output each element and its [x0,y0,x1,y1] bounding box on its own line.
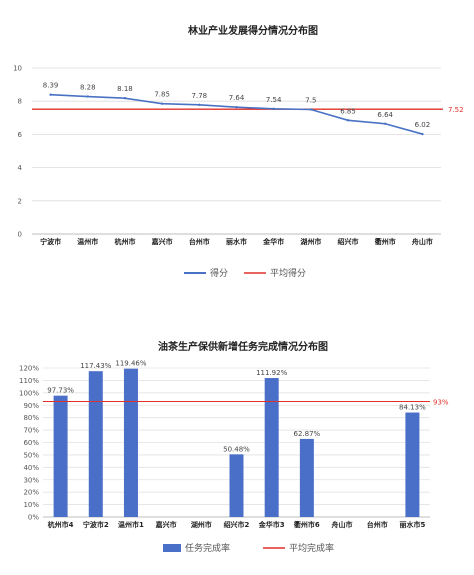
chart2-average-label: 93% [433,399,449,407]
chart1-legend: 得分 平均得分 [184,267,306,279]
y-tick-label: 2 [18,197,22,205]
chart2-legend: 任务完成率 平均完成率 [163,542,334,554]
data-point [123,97,127,100]
data-point [384,122,387,125]
data-point [346,119,350,122]
bar [264,378,279,517]
chart1-average-label: 7.52 [448,106,464,114]
data-label: 6.64 [377,111,393,119]
x-tick-label: 衢州市6 [294,520,320,529]
x-tick-label: 金华市 [262,237,284,246]
data-label: 62.87% [294,430,321,438]
data-point [309,108,313,111]
y-tick-label: 10 [13,65,22,73]
data-label: 97.73% [47,387,74,395]
x-tick-label: 金华市3 [258,520,285,529]
x-tick-label: 绍兴市 [338,237,359,246]
bar [123,368,138,517]
legend-label-completion: 任务完成率 [185,542,230,554]
y-tick-label: 4 [18,164,23,172]
y-tick-label: 120% [19,365,39,373]
y-tick-label: 10% [23,501,39,509]
x-tick-label: 丽水市 [226,237,247,246]
legend-label-average: 平均得分 [270,267,306,279]
data-point [421,132,424,136]
x-tick-label: 宁波市 [40,237,61,246]
y-tick-label: 40% [23,464,39,472]
data-label: 6.02 [415,121,431,129]
data-label: 111.92% [256,369,287,377]
x-tick-label: 舟山市 [412,237,433,246]
y-tick-label: 110% [19,377,39,385]
y-tick-label: 100% [19,389,39,397]
x-tick-label: 温州市1 [118,520,144,529]
chart1-gridlines [32,67,441,235]
x-tick-label: 台州市 [189,237,210,246]
x-tick-label: 湖州市 [191,520,212,529]
data-label: 6.85 [340,107,356,115]
chart2-y-axis: 0% 10% 20% 30% 40% 50% 60% 70% 80% 90% 100% 110% 120… [19,365,39,522]
y-tick-label: 0 [18,231,22,239]
y-tick-label: 80% [23,414,39,422]
bar [88,371,103,517]
chart1-x-axis: 宁波市 温州市 杭州市 嘉兴市 台州市 丽水市 金华市 湖州市 绍兴市 衢州市 舟山市 [40,237,433,246]
y-tick-label: 8 [18,98,22,106]
x-tick-label: 台州市 [367,520,388,529]
data-label: 7.5 [305,97,316,105]
data-label: 8.28 [80,84,96,92]
x-tick-label: 衢州市 [375,237,396,246]
x-tick-label: 舟山市 [332,520,353,529]
y-tick-label: 50% [23,451,39,459]
chart2-data-labels: 97.73% 117.43% 119.46% 50.48% 111.92% 62.87% 8… [47,360,426,454]
legend-label-average: 平均完成率 [289,542,334,554]
data-point [86,95,89,98]
data-label: 117.43% [80,362,111,370]
chart1-y-axis: 0 2 4 6 8 10 [13,65,22,239]
chart1-data-labels: 8.39 8.28 8.18 7.85 7.78 7.64 7.54 7.5 6.85 6.64 6… [43,82,430,136]
data-label: 50.48% [223,445,250,453]
bar [405,412,420,517]
bar [299,438,314,517]
data-label: 7.78 [192,92,208,100]
bar [229,454,244,517]
data-point [198,103,201,107]
data-point [160,102,164,105]
x-tick-label: 湖州市 [300,237,321,246]
data-point [272,107,275,111]
line-chart: 林业产业发展得分情况分布图 0 2 4 6 8 10 宁波市 温州市 杭州市 嘉兴市 台州市 丽水市… [13,24,464,279]
data-label: 84.13% [399,404,426,412]
y-tick-label: 70% [23,427,39,435]
chart2-x-axis: 杭州市4 宁波市2 温州市1 嘉兴市 湖州市 绍兴市2 金华市3 衢州市6 舟山市 台州市 丽水市5 [48,520,426,529]
y-tick-label: 20% [23,489,39,497]
y-tick-label: 6 [18,131,23,139]
y-tick-label: 60% [23,439,39,447]
x-tick-label: 嘉兴市 [151,237,173,246]
data-label: 8.18 [117,85,133,93]
chart2-title: 油茶生产保供新增任务完成情况分布图 [158,340,328,353]
bar [53,395,68,517]
chart1-title: 林业产业发展得分情况分布图 [188,24,318,37]
legend-label-score: 得分 [210,267,228,279]
y-tick-label: 0% [28,514,39,522]
y-tick-label: 30% [23,476,39,484]
chart2-bars [53,368,420,517]
x-tick-label: 嘉兴市 [155,520,177,529]
x-tick-label: 杭州市4 [48,520,74,529]
data-point [49,93,52,96]
x-tick-label: 温州市 [77,237,98,246]
data-label: 7.64 [229,94,245,102]
x-tick-label: 丽水市5 [399,520,425,529]
x-tick-label: 宁波市2 [83,520,109,529]
y-tick-label: 90% [23,402,39,410]
bar-chart: 油茶生产保供新增任务完成情况分布图 0% 10% 20% 30% 40% 50% 60% 70… [19,340,449,554]
x-tick-label: 杭州市 [114,237,135,246]
data-label: 8.39 [43,82,59,90]
data-label: 7.54 [266,96,282,104]
legend-swatch-completion [163,544,181,552]
data-label: 119.46% [115,360,146,368]
data-label: 7.85 [154,91,170,99]
x-tick-label: 绍兴市2 [224,520,250,529]
data-point [235,105,238,109]
